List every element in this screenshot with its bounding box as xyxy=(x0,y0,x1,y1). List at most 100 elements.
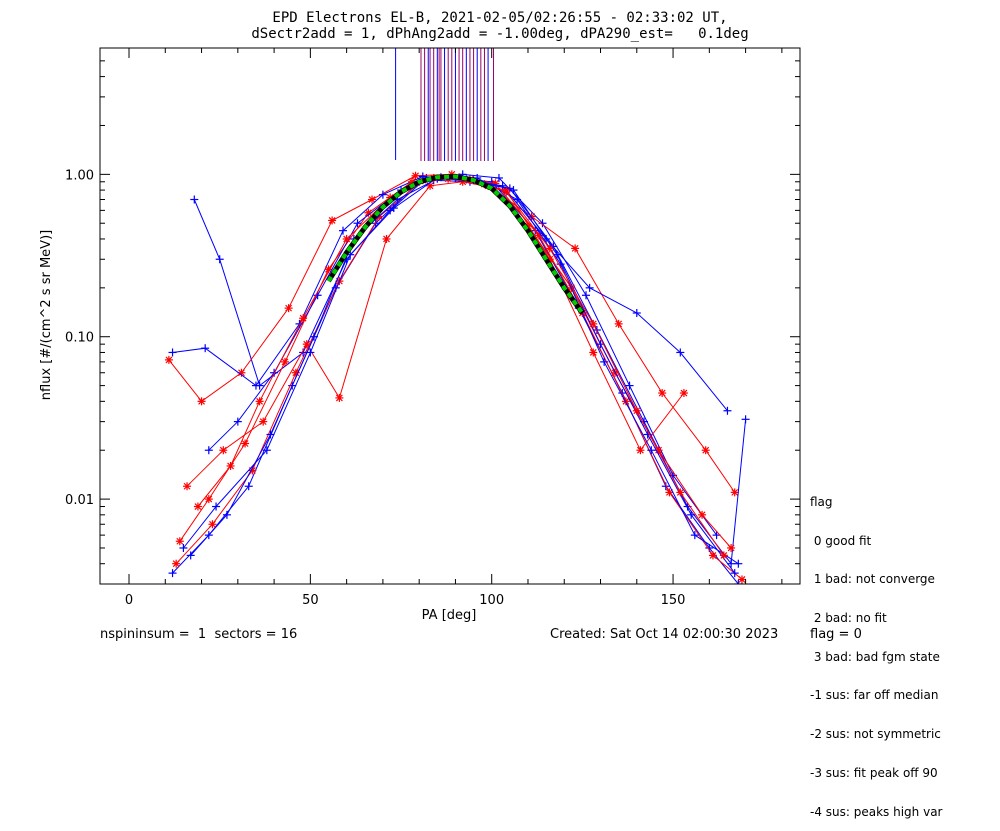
series-line xyxy=(208,176,739,565)
data-point-marker xyxy=(589,319,598,328)
data-point-marker xyxy=(241,439,250,448)
data-point-marker xyxy=(339,226,348,235)
plot-frame xyxy=(99,47,801,585)
data-point-marker xyxy=(589,348,598,357)
data-point-marker xyxy=(168,569,177,578)
pitch-angle-chart: 0 50 100 150 0.01 0.10 1.00 PA [deg] nflux [#/… xyxy=(39,47,801,623)
x-axis-label: PA [deg] xyxy=(422,608,477,623)
axes-frame: 0 50 100 150 0.01 0.10 1.00 xyxy=(65,47,801,608)
series-line xyxy=(179,178,732,549)
data-point-marker xyxy=(741,415,750,424)
legend-item: -2 sus: not symmetric xyxy=(810,727,941,742)
data-point-marker xyxy=(730,569,739,578)
data-point-marker xyxy=(299,314,308,323)
data-point-marker xyxy=(186,551,195,560)
data-point-marker xyxy=(730,488,739,497)
data-point-marker xyxy=(262,446,271,455)
series-line xyxy=(183,179,747,566)
x-tick-label: 150 xyxy=(661,593,686,608)
data-point-marker xyxy=(665,488,674,497)
data-point-marker xyxy=(291,368,300,377)
data-point-marker xyxy=(698,510,707,519)
data-point-marker xyxy=(585,283,594,292)
data-point-marker xyxy=(215,255,224,264)
fit-curve xyxy=(326,174,585,315)
data-point-marker xyxy=(687,510,696,519)
footer-created: Created: Sat Oct 14 02:00:30 2023 xyxy=(550,627,779,642)
legend-item: -1 sus: far off median xyxy=(810,688,939,703)
data-point-marker xyxy=(175,537,184,546)
data-point-marker xyxy=(219,446,228,455)
data-point-marker xyxy=(302,340,311,349)
data-point-marker xyxy=(727,559,736,568)
data-point-marker xyxy=(498,181,507,190)
data-point-marker xyxy=(708,551,717,560)
legend-item: 1 bad: not converge xyxy=(810,572,935,587)
data-point-marker xyxy=(509,186,518,195)
data-point-marker xyxy=(727,543,736,552)
x-tick-label: 100 xyxy=(479,593,504,608)
chart-title-line1: EPD Electrons EL-B, 2021-02-05/02:26:55 … xyxy=(272,10,728,26)
data-point-marker xyxy=(179,543,188,552)
chart-title-line2: dSectr2add = 1, dPhAng2add = -1.00deg, d… xyxy=(251,26,749,42)
series-line xyxy=(186,181,685,487)
data-point-marker xyxy=(212,502,221,511)
data-point-marker xyxy=(183,482,192,491)
data-point-marker xyxy=(259,417,268,426)
data-point-marker xyxy=(255,397,264,406)
legend-item: 2 bad: no fit xyxy=(810,610,887,625)
data-point-marker xyxy=(632,308,641,317)
data-layer xyxy=(164,48,750,584)
y-axis-label: nflux [#/(cm^2 s sr MeV)] xyxy=(39,230,54,400)
data-point-marker xyxy=(723,406,732,415)
data-point-marker xyxy=(538,219,547,228)
data-point-marker xyxy=(411,171,420,180)
series-line xyxy=(172,175,728,412)
data-point-marker xyxy=(658,389,667,398)
data-point-marker xyxy=(204,495,213,504)
data-point-marker xyxy=(625,381,634,390)
data-point-marker xyxy=(309,332,318,341)
data-point-marker xyxy=(661,482,670,491)
series-line xyxy=(168,173,736,493)
data-point-marker xyxy=(204,446,213,455)
data-point-marker xyxy=(201,344,210,353)
data-point-marker xyxy=(280,357,289,366)
data-point-marker xyxy=(251,381,260,390)
data-point-marker xyxy=(284,304,293,313)
y-tick-label: 0.01 xyxy=(65,493,94,508)
data-point-marker xyxy=(208,520,217,529)
data-point-marker xyxy=(382,234,391,243)
data-point-marker xyxy=(222,510,231,519)
data-point-marker xyxy=(306,348,315,357)
x-tick-label: 0 xyxy=(125,593,133,608)
data-point-marker xyxy=(328,216,337,225)
data-point-marker xyxy=(164,355,173,364)
legend-item: -3 sus: fit peak off 90 xyxy=(810,765,938,780)
y-tick-label: 0.10 xyxy=(65,331,94,346)
data-point-marker xyxy=(389,204,398,213)
data-point-marker xyxy=(226,461,235,470)
data-point-marker xyxy=(193,502,202,511)
data-point-marker xyxy=(734,580,743,584)
data-point-marker xyxy=(621,397,630,406)
data-point-marker xyxy=(172,559,181,568)
legend-item: 3 bad: bad fgm state xyxy=(810,649,940,664)
data-point-marker xyxy=(494,173,503,182)
y-tick-label: 1.00 xyxy=(65,168,94,183)
data-point-marker xyxy=(632,406,641,415)
data-point-marker xyxy=(502,187,511,196)
data-point-marker xyxy=(676,488,685,497)
data-point-marker xyxy=(335,393,344,402)
legend-item: 0 good fit xyxy=(810,533,872,548)
data-point-marker xyxy=(701,446,710,455)
flag-legend: flag 0 good fit 1 bad: not converge 2 ba… xyxy=(810,470,942,831)
legend-item: -4 sus: peaks high var xyxy=(810,804,943,819)
data-point-marker xyxy=(679,389,688,398)
data-point-marker xyxy=(353,219,362,228)
data-point-marker xyxy=(244,482,253,491)
legend-title: flag xyxy=(810,494,833,509)
data-point-marker xyxy=(190,195,199,204)
data-point-marker xyxy=(647,446,656,455)
data-point-marker xyxy=(676,348,685,357)
